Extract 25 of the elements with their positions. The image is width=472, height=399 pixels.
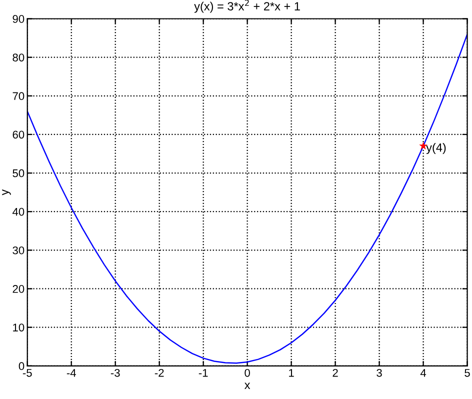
x-axis-title: x bbox=[244, 382, 250, 389]
x-tick-label: -1 bbox=[198, 369, 208, 377]
x-tick-label: 0 bbox=[244, 368, 250, 377]
x-tick-label: -5 bbox=[22, 369, 32, 377]
y-tick-label: 0 bbox=[18, 362, 24, 370]
x-tick-label: -4 bbox=[66, 369, 76, 377]
y-tick-label: 20 bbox=[12, 285, 24, 293]
x-tick-label: -3 bbox=[110, 368, 120, 377]
y-tick-label: 90 bbox=[12, 15, 24, 23]
y-tick-label: 60 bbox=[12, 130, 24, 139]
x-tick-label: 2 bbox=[332, 368, 338, 377]
x-tick-label: 4 bbox=[420, 369, 426, 377]
x-tick-label: 3 bbox=[376, 368, 382, 377]
y-tick-label: 80 bbox=[12, 54, 24, 62]
y-tick-label: 10 bbox=[13, 324, 24, 332]
y-axis-title: y bbox=[2, 189, 11, 196]
y-tick-label: 50 bbox=[12, 169, 24, 178]
y-tick-label: 40 bbox=[12, 208, 24, 216]
x-tick-label: -2 bbox=[154, 368, 164, 377]
y-tick-label: 70 bbox=[12, 92, 24, 100]
x-tick-label: 5 bbox=[464, 369, 470, 377]
y-tick-label: 30 bbox=[12, 246, 24, 254]
x-tick-label: 1 bbox=[289, 369, 294, 377]
chart-title: y(x) = 3*x$^{2}$ + 2*x + 1 bbox=[194, 0, 300, 13]
annotation: y(4) bbox=[426, 143, 446, 154]
